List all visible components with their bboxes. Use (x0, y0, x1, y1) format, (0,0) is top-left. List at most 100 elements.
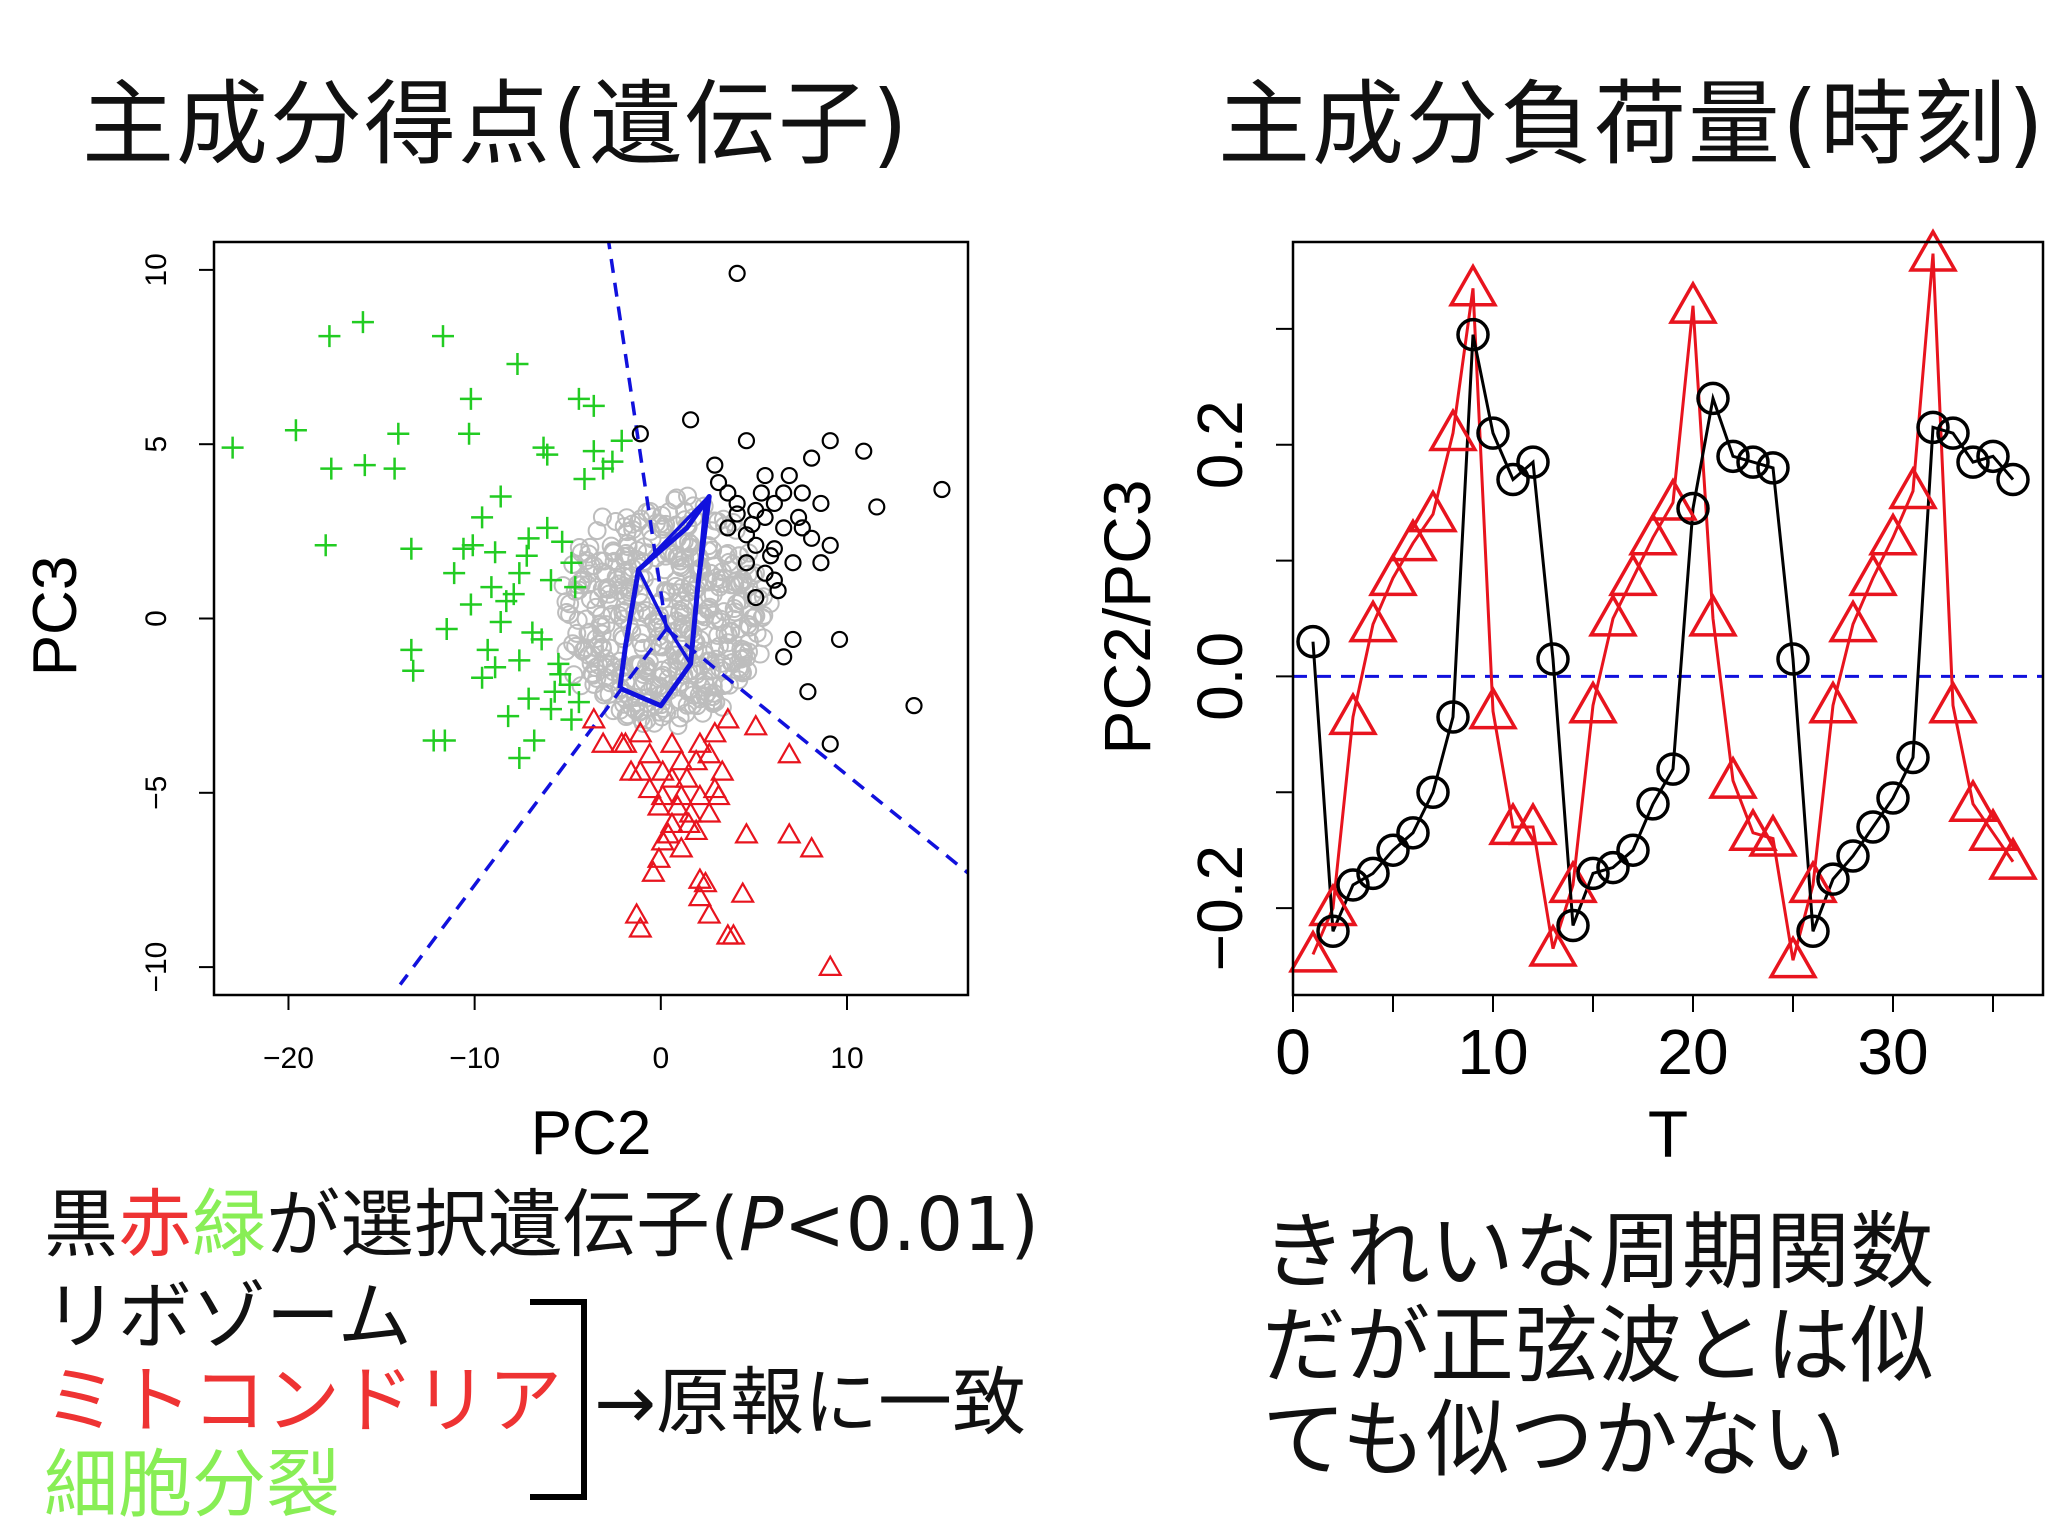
gene-point-plus (497, 705, 520, 728)
time-point-circle (1416, 775, 1450, 810)
periodic-note-line-1: きれいな周期関数 (1262, 1203, 1935, 1301)
gene-point-triangle (687, 884, 713, 907)
gene-point-plus (471, 666, 494, 689)
gene-point-triangle (702, 720, 728, 743)
time-point-triangle (1808, 680, 1858, 724)
gene-point-gray (615, 546, 635, 566)
gene-point-plus (517, 687, 540, 710)
gene-point-circle (719, 519, 737, 537)
gene-point-gray (743, 608, 763, 628)
gene-point-circle (799, 683, 817, 701)
y-tick-label-left: −5 (140, 776, 173, 810)
gene-point-plus (402, 659, 425, 682)
gene-point-circle (728, 494, 746, 513)
gene-point-gray (691, 605, 711, 625)
boundary-lines (398, 241, 970, 986)
gene-point-plus (536, 516, 559, 539)
gene-point-triangle (650, 759, 675, 781)
gene-point-triangle (702, 776, 728, 799)
gene-point-circle (905, 697, 923, 715)
gene-point-triangle (628, 916, 653, 938)
cluster-contour-inner (636, 498, 708, 666)
gene-point-gray (655, 581, 675, 601)
gene-point-plus (573, 468, 596, 491)
time-point-triangle (1868, 512, 1918, 556)
gene-point-plus (560, 708, 583, 731)
y-tick-label-right: 0.0 (1184, 632, 1256, 721)
gene-point-triangle (674, 766, 700, 788)
gene-point-plus (383, 457, 406, 480)
gene-point-plus (318, 325, 341, 348)
gene-point-gray (718, 625, 738, 645)
gene-point-circle (775, 519, 793, 537)
time-point-circle (1836, 839, 1870, 873)
gene-point-triangle (706, 783, 731, 806)
time-point-circle (1616, 833, 1650, 867)
gene-point-gray (708, 625, 728, 645)
gene-point-gray (719, 675, 739, 695)
time-point-triangle (1468, 685, 1518, 730)
gene-point-circle (780, 466, 798, 485)
gene-point-gray (703, 687, 723, 707)
gene-point-plus (558, 673, 581, 696)
gene-point-circle (737, 554, 756, 572)
gene-point-circle (737, 526, 756, 544)
time-point-circle (1796, 914, 1830, 949)
time-point-circle (1536, 642, 1570, 676)
time-point-triangle (1988, 836, 2038, 880)
gene-point-plus (471, 506, 494, 529)
series-lines (1311, 253, 2015, 961)
gene-point-plus (601, 450, 624, 473)
gene-point-plus (387, 422, 410, 445)
gene-point-gray (666, 515, 686, 535)
gene-point-gray (556, 641, 576, 661)
gene-point-plus (582, 394, 605, 417)
gene-point-triangle (656, 822, 681, 844)
gene-point-gray (631, 709, 651, 729)
gene-point-circle (812, 494, 830, 513)
gene-point-gray (629, 584, 649, 604)
gene-point-plus (459, 387, 482, 410)
gene-point-triangle (777, 822, 802, 844)
axes-right: 0 10 20 30 −0.2 0.0 0.2 (1184, 327, 1994, 1088)
time-point-circle (1736, 445, 1770, 479)
time-point-circle (1676, 491, 1710, 526)
gene-point-triangle (613, 731, 638, 753)
unselected-genes-cloud (553, 486, 780, 736)
x-tick-label-right: 20 (1657, 1016, 1728, 1088)
time-point-triangle (1308, 882, 1358, 927)
gene-point-gray (698, 651, 718, 671)
gene-point-plus (476, 638, 499, 661)
gene-point-circle (728, 264, 746, 282)
gene-point-plus (458, 422, 481, 445)
gene-point-triangle (683, 748, 709, 771)
gene-point-triangle (734, 822, 759, 844)
time-point-circle (1916, 410, 1950, 445)
time-point-circle (1556, 908, 1590, 943)
gene-point-gray (616, 707, 636, 727)
gene-point-triangle (659, 766, 685, 788)
x-tick-label-right: 10 (1457, 1016, 1528, 1088)
time-point-circle (1576, 856, 1610, 891)
gene-point-plus (560, 551, 583, 574)
gene-point-gray (754, 605, 774, 625)
time-point-triangle (1848, 552, 1898, 597)
x-tick-label-left: 0 (652, 1042, 669, 1075)
gene-point-gray (670, 708, 690, 728)
gene-point-gray (629, 702, 649, 722)
gene-point-triangle (799, 836, 824, 858)
gene-point-gray (567, 623, 587, 643)
gene-point-plus (484, 656, 507, 679)
gene-point-circle (706, 456, 724, 474)
gene-point-triangle (637, 776, 662, 799)
gene-point-gray (754, 628, 774, 648)
gene-point-gray (665, 490, 685, 510)
gene-point-gray (636, 601, 656, 621)
gene-point-circle (803, 529, 821, 547)
mitochondria-label: ミトコンドリア (44, 1358, 562, 1444)
gene-point-triangle (696, 902, 722, 924)
x-tick-label-left: −10 (449, 1042, 500, 1075)
gene-point-circle (793, 484, 811, 502)
gene-point-circle (709, 473, 728, 492)
time-point-circle (1696, 381, 1730, 416)
